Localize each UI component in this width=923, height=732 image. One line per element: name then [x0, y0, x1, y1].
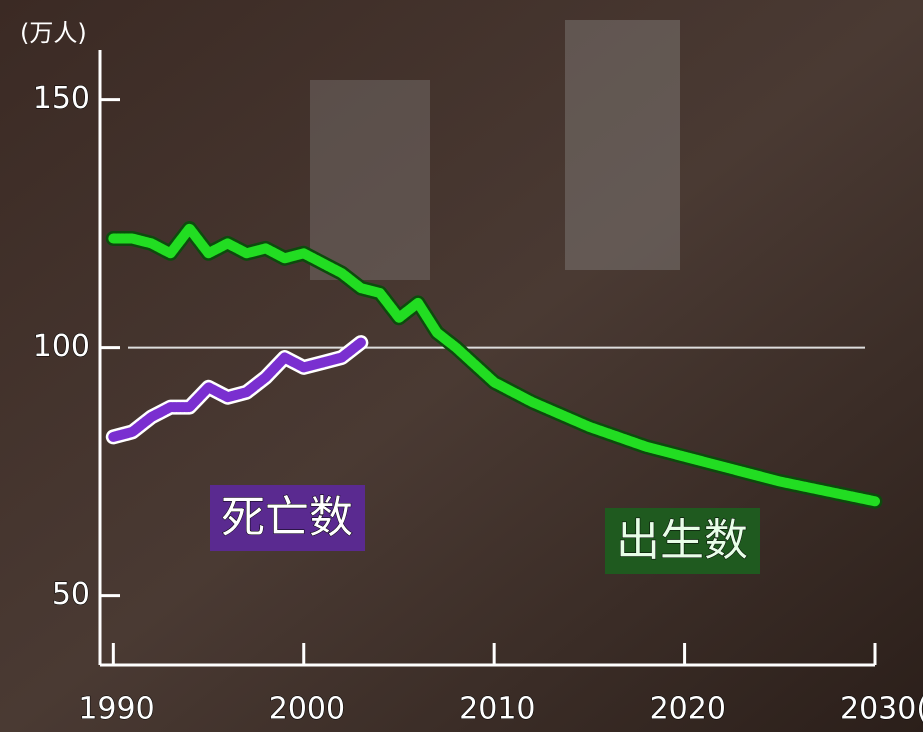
bg-blur — [310, 80, 430, 280]
legend-box — [605, 508, 760, 574]
legend-box — [210, 485, 365, 551]
x-tick-label: 2030(年) — [840, 692, 923, 727]
y-tick-label: 150 — [33, 81, 90, 116]
y-tick-label: 50 — [52, 577, 90, 612]
legend-label: 死亡数 — [221, 492, 353, 543]
series-line — [108, 337, 366, 442]
series-line — [108, 223, 880, 507]
bg-blur — [565, 20, 680, 270]
x-tick-label: 1990 — [78, 692, 154, 727]
x-tick-label: 2000 — [269, 692, 345, 727]
y-axis-label: (万人) — [20, 19, 87, 47]
y-tick-label: 100 — [33, 329, 90, 364]
legend-label: 出生数 — [616, 515, 748, 566]
x-tick-label: 2010 — [459, 692, 535, 727]
x-tick-label: 2020 — [650, 692, 726, 727]
